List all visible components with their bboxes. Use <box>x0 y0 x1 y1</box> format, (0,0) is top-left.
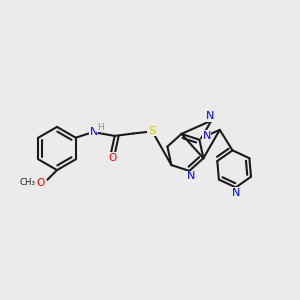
Text: N: N <box>89 127 98 137</box>
Text: S: S <box>148 126 155 136</box>
Text: O: O <box>108 153 116 163</box>
Text: CH₃: CH₃ <box>20 178 36 187</box>
Text: N: N <box>202 131 211 141</box>
Text: O: O <box>36 178 45 188</box>
Text: H: H <box>97 123 104 132</box>
Text: N: N <box>232 188 241 198</box>
Text: N: N <box>206 111 214 121</box>
Text: N: N <box>187 171 195 181</box>
